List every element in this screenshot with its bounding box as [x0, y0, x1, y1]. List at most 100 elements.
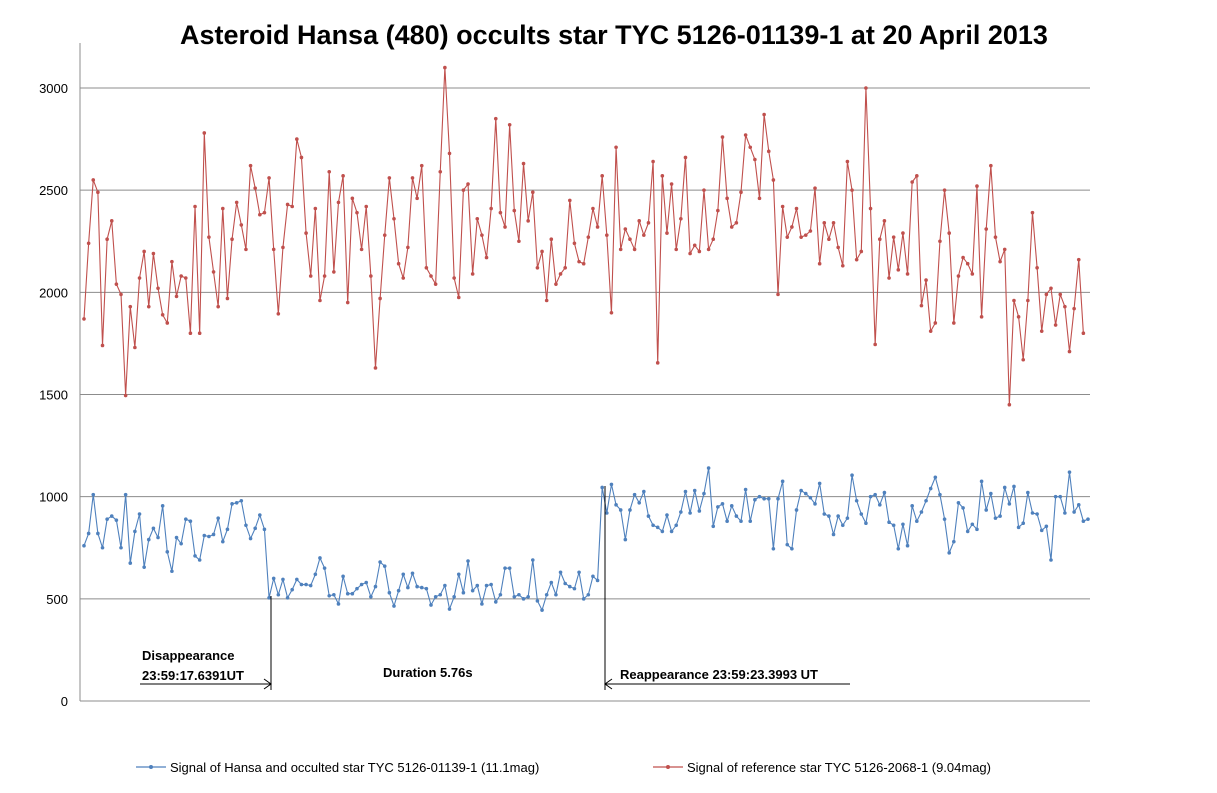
series-1 — [82, 65, 1086, 407]
data-point — [82, 317, 86, 321]
data-point — [910, 504, 914, 508]
data-point — [387, 590, 392, 595]
data-point — [267, 176, 271, 180]
data-point — [382, 233, 387, 237]
data-point — [1002, 485, 1007, 490]
data-point — [345, 591, 350, 596]
data-point — [1058, 494, 1063, 499]
data-point — [734, 514, 739, 518]
data-point — [651, 523, 655, 528]
data-point — [572, 586, 577, 591]
data-point — [1030, 210, 1035, 215]
data-point — [290, 587, 295, 592]
data-point — [313, 206, 318, 211]
data-point — [901, 231, 905, 235]
data-point — [160, 504, 165, 508]
data-point — [938, 239, 942, 244]
data-point — [998, 514, 1002, 518]
data-point — [239, 223, 244, 227]
data-point — [332, 592, 336, 597]
data-point — [452, 594, 456, 599]
data-point — [831, 221, 836, 225]
data-point — [447, 151, 452, 156]
data-point — [415, 584, 419, 589]
data-point — [216, 304, 220, 309]
data-point — [1007, 402, 1012, 407]
data-point — [517, 592, 521, 597]
data-point — [605, 233, 609, 237]
data-point — [919, 303, 924, 308]
data-point — [1021, 357, 1026, 362]
data-point — [466, 182, 470, 186]
data-point — [179, 274, 183, 278]
data-point — [290, 204, 295, 209]
data-point — [299, 582, 304, 587]
data-point — [915, 174, 919, 178]
data-point — [119, 545, 123, 550]
data-point — [878, 503, 882, 507]
data-point — [979, 315, 984, 319]
data-point — [433, 594, 438, 599]
data-point — [151, 251, 156, 256]
data-point — [165, 550, 170, 554]
data-point — [679, 216, 683, 221]
data-point — [688, 251, 692, 256]
y-tick-label: 1500 — [39, 388, 68, 403]
reappearance-label: Reappearance 23:59:23.3993 UT — [620, 667, 818, 682]
data-point — [105, 517, 109, 521]
data-point — [1076, 257, 1081, 262]
data-point — [817, 481, 822, 486]
data-point — [850, 473, 854, 478]
data-point — [868, 206, 873, 211]
data-point — [424, 266, 429, 270]
data-point — [780, 479, 785, 484]
data-point — [794, 508, 799, 512]
data-point — [1021, 521, 1026, 526]
data-point — [993, 516, 998, 520]
data-point — [447, 607, 452, 611]
data-point — [503, 566, 507, 570]
data-point — [743, 487, 748, 492]
data-point — [1072, 306, 1076, 311]
data-point — [896, 546, 901, 551]
data-point — [96, 190, 100, 195]
data-point — [1026, 490, 1030, 495]
data-point — [535, 266, 540, 270]
data-point — [415, 196, 419, 201]
data-point — [1035, 266, 1039, 270]
legend-label-occulted: Signal of Hansa and occulted star TYC 51… — [170, 760, 539, 775]
data-point — [706, 466, 711, 470]
data-point — [1039, 329, 1044, 333]
data-point — [586, 235, 591, 239]
data-point — [109, 514, 114, 518]
data-point — [989, 491, 993, 496]
data-point — [854, 257, 859, 262]
data-point — [100, 343, 105, 348]
data-point — [642, 233, 646, 237]
reappearance-arrow — [604, 678, 613, 690]
data-point — [392, 604, 396, 608]
data-point — [605, 511, 609, 515]
data-point — [221, 539, 225, 544]
data-point — [790, 546, 794, 551]
y-axis-ticks: 0 500 1000 1500 2000 2500 3000 — [39, 81, 68, 709]
data-point — [1016, 525, 1021, 530]
data-point — [734, 221, 739, 225]
data-point — [271, 576, 276, 581]
data-point — [591, 574, 595, 579]
data-point — [711, 524, 716, 529]
data-point — [836, 245, 840, 250]
data-point — [1058, 292, 1063, 297]
data-point — [313, 572, 318, 577]
data-point — [276, 592, 281, 597]
data-point — [956, 501, 961, 505]
data-point — [461, 590, 466, 595]
data-point — [642, 489, 646, 494]
data-point — [507, 122, 512, 127]
data-point — [322, 566, 327, 570]
data-point — [350, 591, 355, 596]
data-point — [225, 527, 230, 532]
data-point — [808, 229, 813, 233]
data-point — [429, 603, 433, 607]
data-point — [373, 366, 378, 370]
